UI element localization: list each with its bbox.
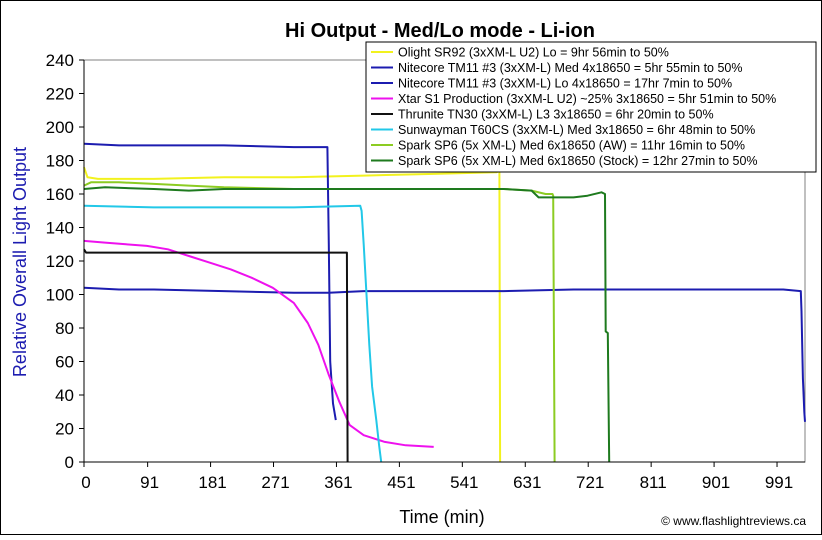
y-tick-label-180: 180 [46,152,74,171]
y-tick-label-20: 20 [55,420,74,439]
x-axis-label: Time (min) [399,507,484,527]
x-tick-label-721: 721 [576,473,604,492]
legend-entry-7: Spark SP6 (5x XM-L) Med 6x18650 (AW) = 1… [398,139,745,153]
legend-entry-2: Nitecore TM11 #3 (3xXM-L) Med 4x18650 = … [398,61,743,75]
x-tick-label-991: 991 [765,473,793,492]
credit-text: © www.flashlightreviews.ca [661,514,806,528]
legend-entry-4: Xtar S1 Production (3xXM-L U2) ~25% 3x18… [398,92,776,106]
x-tick-label-451: 451 [387,473,415,492]
x-tick-label-0: 0 [81,473,90,492]
legend-entry-1: Olight SR92 (3xXM-L U2) Lo = 9hr 56min t… [398,46,669,60]
y-tick-label-100: 100 [46,286,74,305]
x-tick-label-271: 271 [261,473,289,492]
legend-entry-5: Thrunite TN30 (3xXM-L) L3 3x18650 = 6hr … [398,108,714,122]
legend-entry-8: Spark SP6 (5x XM-L) Med 6x18650 (Stock) … [398,154,758,168]
legend-box [365,41,817,173]
y-tick-label-160: 160 [46,185,74,204]
y-axis-label: Relative Overall Light Output [10,147,30,377]
legend: Olight SR92 (3xXM-L U2) Lo = 9hr 56min t… [365,41,817,173]
x-tick-label-901: 901 [702,473,730,492]
legend-entry-6: Sunwayman T60CS (3xXM-L) Med 3x18650 = 6… [398,123,755,137]
series-line-3 [83,286,806,422]
y-tick-label-60: 60 [55,353,74,372]
series-layer [83,142,806,463]
x-tick-label-541: 541 [450,473,478,492]
y-tick-label-120: 120 [46,252,74,271]
y-tick-label-200: 200 [46,118,74,137]
x-tick-label-91: 91 [140,473,159,492]
chart-title: Hi Output - Med/Lo mode - Li-ion [285,20,595,42]
y-tick-label-80: 80 [55,319,74,338]
y-tick-label-0: 0 [65,453,74,472]
x-tick-label-181: 181 [198,473,226,492]
x-tick-label-361: 361 [324,473,352,492]
x-tick-label-811: 811 [640,473,667,492]
y-tick-label-140: 140 [46,219,74,238]
y-tick-label-240: 240 [46,51,74,70]
axes: 0 20 40 60 80 100 120 140 160 180 200 220 240 0 91 181 2… [46,51,805,492]
series-line-4 [83,239,434,448]
series-line-6 [83,204,383,463]
y-tick-label-40: 40 [55,386,74,405]
series-line-8 [83,186,611,463]
y-tick-label-220: 220 [46,85,74,104]
series-line-5 [83,248,349,463]
x-tick-label-631: 631 [513,473,541,492]
legend-entry-3: Nitecore TM11 #3 (3xXM-L) Lo 4x18650 = 1… [398,77,732,91]
